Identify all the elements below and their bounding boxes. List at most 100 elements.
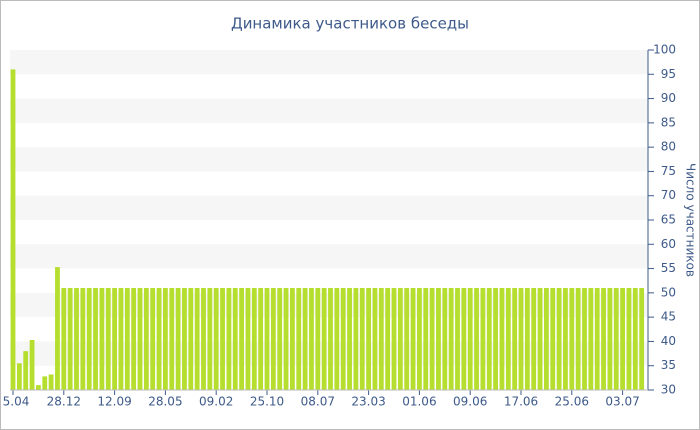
bar [518, 288, 524, 390]
bar [277, 288, 283, 390]
bar [340, 288, 346, 390]
bar [143, 288, 149, 390]
bar [245, 288, 251, 390]
y-tick-label: 75 [661, 164, 676, 178]
bar [423, 288, 429, 390]
bar [315, 288, 321, 390]
bar [550, 288, 556, 390]
x-tick-label: 25.10 [250, 395, 284, 409]
bar [588, 288, 594, 390]
bar [188, 288, 194, 390]
bar [118, 288, 124, 390]
bar [302, 288, 308, 390]
x-tick-label: 28.05 [148, 395, 182, 409]
bar [505, 288, 511, 390]
bar [16, 363, 22, 390]
bar [410, 288, 416, 390]
bar [93, 288, 98, 390]
x-tick-label: 28.12 [47, 395, 81, 409]
bar [163, 288, 168, 390]
bar [429, 288, 435, 390]
bar [575, 288, 581, 390]
bar [556, 288, 562, 390]
bar [36, 385, 41, 390]
grid-band [10, 147, 648, 172]
bar [201, 288, 206, 390]
bar [86, 288, 92, 390]
y-tick-label: 35 [661, 358, 676, 372]
y-tick-label: 80 [661, 140, 676, 154]
y-tick-label: 30 [661, 383, 676, 397]
bar [270, 288, 276, 390]
bar [397, 288, 403, 390]
bar [531, 288, 537, 390]
grid-band [10, 195, 648, 220]
bar [220, 288, 225, 390]
bar [150, 288, 156, 390]
bar [436, 288, 441, 390]
bar [455, 288, 460, 390]
x-tick-label: 01.06 [402, 395, 436, 409]
x-tick-label: 5.04 [3, 395, 30, 409]
bar [544, 288, 549, 390]
x-tick-label: 12.09 [97, 395, 131, 409]
bar [283, 288, 289, 390]
y-tick-label: 90 [661, 91, 676, 105]
bar [328, 288, 333, 390]
bar [493, 288, 498, 390]
bar [290, 288, 295, 390]
bar [601, 288, 606, 390]
y-tick-label: 50 [661, 285, 676, 299]
bar [264, 288, 270, 390]
bar [61, 288, 67, 390]
bar [74, 288, 79, 390]
bar [467, 288, 473, 390]
bar [213, 288, 219, 390]
bar [512, 288, 518, 390]
bar [258, 288, 264, 390]
bar [353, 288, 359, 390]
bar [105, 288, 111, 390]
bar [175, 288, 181, 390]
bar [594, 288, 600, 390]
bar [442, 288, 448, 390]
y-tick-label: 95 [661, 67, 676, 81]
bar [29, 339, 35, 390]
bar [239, 288, 244, 390]
bar [347, 288, 352, 390]
bar [613, 288, 619, 390]
y-tick-label: 40 [661, 334, 676, 348]
x-tick-label: 17.06 [504, 395, 538, 409]
bar [372, 288, 378, 390]
grid-band [10, 244, 648, 269]
bar [334, 288, 340, 390]
bar [378, 288, 384, 390]
y-tick-label: 65 [661, 213, 676, 227]
bar [385, 288, 391, 390]
bar [448, 288, 454, 390]
bar [251, 288, 257, 390]
y-tick-label: 85 [661, 115, 676, 129]
bar [461, 288, 467, 390]
bar [10, 69, 16, 390]
bar [48, 374, 54, 390]
bar [417, 288, 422, 390]
y-tick-label: 45 [661, 310, 676, 324]
chart-title: Динамика участников беседы [231, 15, 469, 33]
x-tick-label: 03.07 [605, 395, 639, 409]
x-tick-label: 09.06 [453, 395, 487, 409]
bar [23, 351, 29, 390]
bar [131, 288, 137, 390]
grid-band [10, 50, 648, 75]
x-tick-label: 09.02 [199, 395, 233, 409]
bar [80, 288, 86, 390]
y-tick-label: 100 [653, 43, 676, 57]
bar [207, 288, 213, 390]
bar [499, 288, 505, 390]
bar [359, 288, 365, 390]
y-tick-label: 70 [661, 188, 676, 202]
bar [232, 288, 238, 390]
grid-band [10, 98, 648, 123]
bar [321, 288, 327, 390]
